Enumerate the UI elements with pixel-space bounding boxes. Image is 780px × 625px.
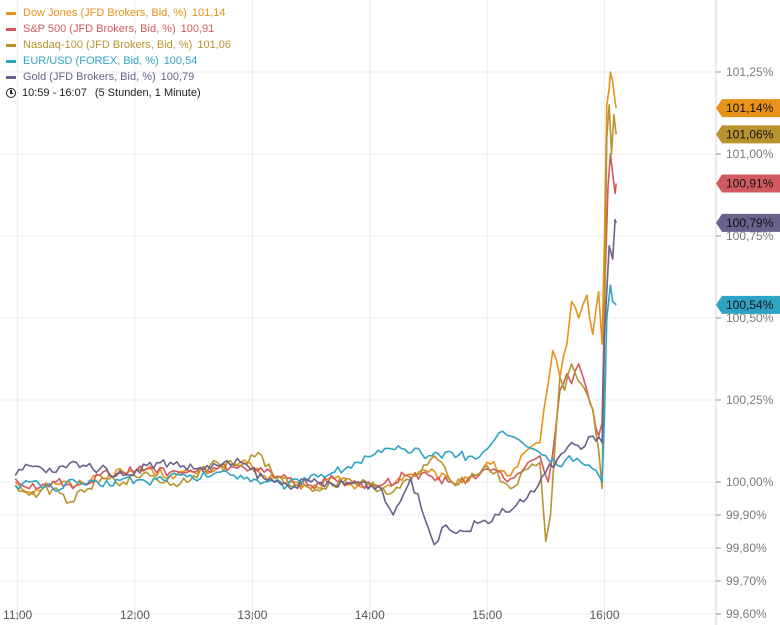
time-range: 10:59 - 16:07 [22, 87, 87, 99]
y-tick-label: 99,60% [726, 607, 767, 621]
y-tick-label: 100,00% [726, 475, 774, 489]
last-value-badges: 101,14% 100,91% 101,06% 100,54% 100,79% [716, 99, 780, 314]
legend-label: Dow Jones (JFD Brokers, Bid, %) [23, 7, 187, 19]
x-tick-label: 15:00 [472, 608, 502, 622]
x-axis: 11:00 12:00 13:00 14:00 15:00 16:00 [3, 608, 620, 622]
legend-label: Nasdaq-100 (JFD Brokers, Bid, %) [23, 39, 193, 51]
last-value-badge [716, 125, 780, 144]
legend-swatch [6, 27, 16, 31]
legend-swatch [6, 59, 16, 63]
last-value-badge [716, 174, 780, 193]
legend-value: 100,79 [160, 71, 195, 83]
series-lines [14, 71, 617, 546]
y-tick-label: 99,90% [726, 508, 767, 522]
x-tick-label: 14:00 [355, 608, 385, 622]
y-axis: 101,25% 101,00% 100,75% 100,50% 100,25% 100,0… [715, 0, 774, 625]
y-tick-label: 100,50% [726, 311, 774, 325]
time-duration: (5 Stunden, 1 Minute) [94, 87, 201, 99]
last-value-badge [716, 213, 780, 232]
legend-item-dow-jones[interactable]: Dow Jones (JFD Brokers, Bid, %) 101,14 [6, 5, 231, 21]
legend-item-sp500[interactable]: S&P 500 (JFD Brokers, Bid, %) 100,91 [6, 21, 231, 37]
legend-label: S&P 500 (JFD Brokers, Bid, %) [23, 23, 176, 35]
legend-value: 101,14 [191, 7, 226, 19]
x-tick-label: 16:00 [589, 608, 619, 622]
series-line [14, 153, 617, 490]
legend-label: Gold (JFD Brokers, Bid, %) [23, 71, 156, 83]
last-value-badge-label: 100,91% [726, 177, 774, 191]
series-line [14, 284, 617, 493]
legend-label: EUR/USD (FOREX, Bid, %) [23, 55, 159, 67]
legend-item-gold[interactable]: Gold (JFD Brokers, Bid, %) 100,79 [6, 69, 231, 85]
clock-icon [6, 88, 16, 98]
legend-value: 101,06 [197, 39, 231, 51]
series-line [14, 218, 617, 546]
legend-swatch [6, 11, 16, 15]
legend-item-nasdaq-100[interactable]: Nasdaq-100 (JFD Brokers, Bid, %) 101,06 [6, 37, 231, 53]
legend-swatch [6, 75, 16, 79]
legend-value: 100,54 [163, 55, 198, 67]
y-tick-label: 99,70% [726, 574, 767, 588]
time-range-row: 10:59 - 16:07 (5 Stunden, 1 Minute) [6, 85, 231, 101]
legend-value: 100,91 [180, 23, 215, 35]
last-value-badge-label: 101,06% [726, 127, 774, 141]
last-value-badge-label: 100,54% [726, 298, 774, 312]
x-tick-label: 13:00 [237, 608, 267, 622]
series-line [14, 104, 617, 543]
y-tick-label: 100,25% [726, 393, 774, 407]
x-tick-label: 12:00 [120, 608, 150, 622]
last-value-badge-label: 101,14% [726, 101, 774, 115]
y-tick-label: 101,00% [726, 147, 774, 161]
chart-legend: Dow Jones (JFD Brokers, Bid, %) 101,14 S… [6, 5, 231, 101]
y-tick-label: 101,25% [726, 65, 774, 79]
legend-item-eur-usd[interactable]: EUR/USD (FOREX, Bid, %) 100,54 [6, 53, 231, 69]
last-value-badge [716, 99, 780, 118]
y-tick-label: 99,80% [726, 541, 767, 555]
series-line [14, 71, 617, 496]
last-value-badge [716, 295, 780, 314]
last-value-badge-label: 100,79% [726, 216, 774, 230]
legend-swatch [6, 43, 16, 47]
y-tick-label: 100,75% [726, 229, 774, 243]
x-tick-label: 11:00 [3, 608, 32, 622]
